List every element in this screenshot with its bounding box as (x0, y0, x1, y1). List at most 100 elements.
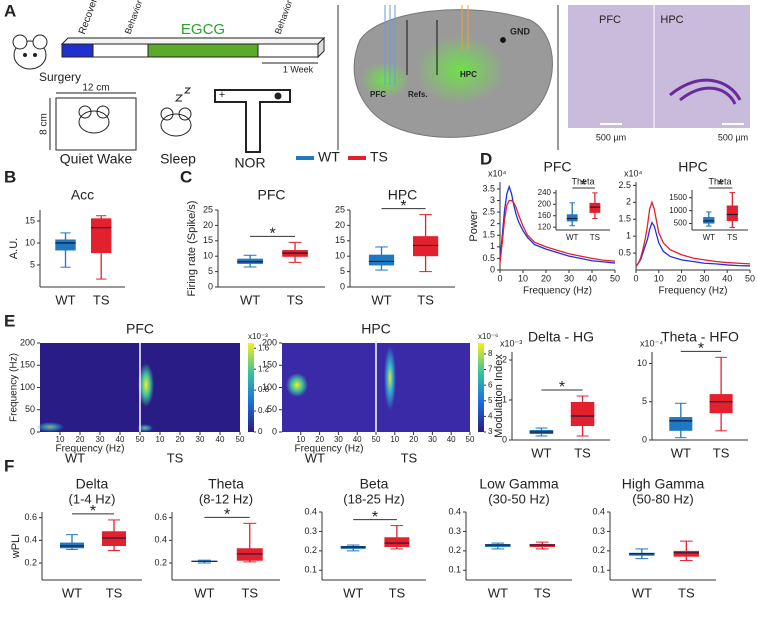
heatmap (140, 343, 240, 432)
chart-subtitle: (8-12 Hz) (199, 491, 253, 506)
box (703, 217, 715, 224)
y-tick-label: 1.5 (482, 230, 495, 240)
y-tick-label: 0.2 (592, 545, 605, 555)
significance-marker: * (400, 198, 406, 215)
chart-title: PFC (544, 159, 572, 175)
chart-title: Low Gamma (479, 476, 559, 492)
x-tick-label: 20 (76, 435, 85, 444)
chart-title: Delta (76, 476, 109, 492)
x-tick-label: 30 (196, 435, 205, 444)
y-tick-label: 0.4 (24, 535, 37, 545)
y-tick-label: 0.3 (592, 526, 605, 536)
y-tick-label: 0 (642, 434, 647, 444)
box (368, 254, 395, 266)
surgery: Surgery (39, 70, 81, 84)
x-tick-label: 40 (722, 273, 732, 283)
y-tick-label: 200 (262, 337, 277, 347)
colorbar-tick-label: 4 (488, 411, 493, 420)
y-tick-label: 0 (30, 426, 35, 436)
box (589, 202, 601, 213)
colorbar (248, 343, 254, 432)
y-tick-label: 2.5 (618, 180, 631, 190)
y-tick-label: 25 (203, 204, 213, 214)
histology-label: PFC (599, 14, 621, 26)
panel-label: C (180, 167, 192, 186)
panel-label: A (4, 1, 16, 20)
arena-width: 12 cm (82, 83, 109, 94)
y-tick-label: 10 (25, 237, 35, 247)
y-tick-label: 20 (203, 220, 213, 230)
group-label: TS (167, 450, 184, 465)
y-tick-label: 0.6 (154, 512, 167, 522)
condition: Sleep (160, 151, 196, 167)
y-tick-label: 25 (335, 204, 345, 214)
y-tick-label: 0.4 (592, 506, 605, 516)
colorbar-tick-label: 1.2 (258, 364, 270, 373)
box (413, 236, 439, 257)
x-tick-label: 10 (518, 273, 528, 283)
y-tick-label: 100 (262, 382, 277, 392)
category-label: TS (106, 585, 123, 600)
category-label: WT (566, 233, 579, 242)
box (570, 402, 595, 426)
chart-title: High Gamma (622, 476, 705, 492)
colorbar-tick-label: 1.6 (258, 343, 270, 352)
y-tick-label: 50 (25, 404, 35, 414)
category-label: TS (713, 445, 730, 460)
x-tick-label: 10 (156, 435, 165, 444)
y-tick-label: 1 (626, 231, 631, 241)
panel-label: F (4, 456, 14, 475)
y-tick-label: 150 (20, 360, 35, 370)
chart-title: HPC (388, 187, 418, 203)
y-tick-label: 2.5 (482, 206, 495, 216)
colorbar-tick-label: 7 (488, 365, 493, 374)
condition: Quiet Wake (60, 151, 133, 167)
category-label: WT (194, 585, 214, 600)
x-tick-label: 50 (136, 435, 145, 444)
y-tick-label: 0.1 (304, 565, 317, 575)
category-label: TS (590, 233, 600, 242)
colorbar-scale: x10⁻³ (248, 332, 268, 341)
x-tick-label: 30 (428, 435, 437, 444)
category-label: WT (671, 445, 691, 460)
x-tick-label: 40 (447, 435, 456, 444)
box (384, 537, 410, 547)
chart-title: Theta (708, 176, 731, 186)
category-label: TS (241, 585, 258, 600)
y-tick-label: 0.5 (482, 253, 495, 263)
y-tick-label: 1500 (669, 193, 687, 202)
y-tick-label: 20 (335, 220, 345, 230)
x-tick-label: 0 (497, 273, 502, 283)
y-tick-label: 10 (203, 251, 213, 261)
colorbar-tick-label: 0.8 (258, 385, 270, 394)
scale-label: x10⁻³ (500, 338, 522, 348)
spectrum-line (635, 200, 751, 267)
x-tick-label: 10 (56, 435, 65, 444)
y-tick-label: 3 (490, 195, 495, 205)
category-label: TS (727, 233, 737, 242)
y-tick-label: 0 (340, 281, 345, 291)
y-tick-label: 0.4 (448, 506, 461, 516)
box (709, 394, 733, 414)
box (55, 239, 76, 251)
y-tick-label: 5 (208, 266, 213, 276)
y-tick-label: 0 (490, 264, 495, 274)
x-tick-label: 20 (677, 273, 687, 283)
x-tick-label: 30 (564, 273, 574, 283)
significance-marker: * (580, 177, 586, 194)
y-tick-label: 2 (502, 354, 507, 364)
x-tick-label: 30 (334, 435, 343, 444)
y-axis-label: Power (468, 210, 480, 242)
y-tick-label: 0 (208, 281, 213, 291)
y-tick-label: 0.2 (24, 557, 37, 567)
histology-label: HPC (660, 14, 683, 26)
category-label: TS (574, 445, 591, 460)
category-label: WT (240, 292, 260, 307)
y-axis-label: Frequency (Hz) (9, 353, 20, 422)
colorbar-scale: x10⁻⁶ (478, 332, 498, 341)
x-tick-label: 20 (541, 273, 551, 283)
category-label: TS (534, 585, 551, 600)
scale-bar: 500 µm (718, 132, 748, 142)
x-tick-label: 10 (654, 273, 664, 283)
y-tick-label: 0.4 (304, 506, 317, 516)
